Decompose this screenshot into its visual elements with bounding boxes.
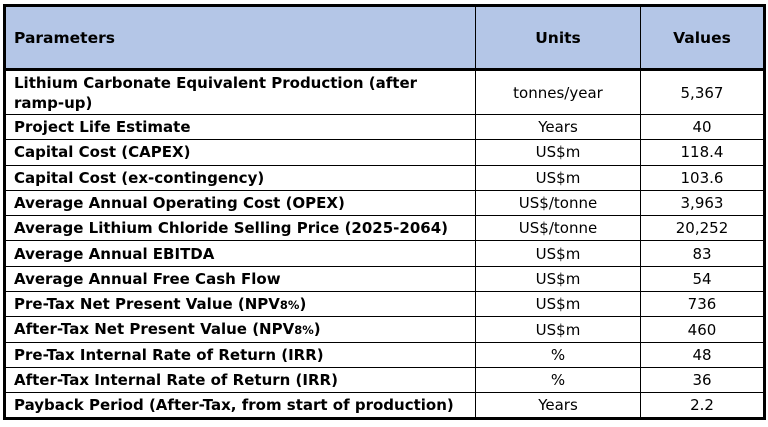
param-text: After-Tax Net Present Value (NPV bbox=[14, 320, 295, 339]
table-row: After-Tax Internal Rate of Return (IRR) … bbox=[4, 366, 765, 394]
row-units: Years bbox=[475, 392, 641, 419]
table-row: Payback Period (After-Tax, from start of… bbox=[4, 392, 765, 419]
row-units: % bbox=[475, 341, 641, 368]
row-units: US$/tonne bbox=[475, 189, 641, 217]
row-parameter: Capital Cost (ex-contingency) bbox=[4, 164, 476, 191]
row-value: 2.2 bbox=[640, 392, 765, 419]
row-parameter: After-Tax Net Present Value (NPV8%) bbox=[4, 316, 476, 343]
header-values: Values bbox=[640, 5, 765, 71]
row-parameter: Project Life Estimate bbox=[4, 113, 476, 141]
table-row: Average Annual Free Cash Flow US$m 54 bbox=[4, 265, 765, 293]
row-units: US$m bbox=[475, 240, 641, 267]
row-value: 460 bbox=[640, 316, 765, 343]
table-row: Average Annual EBITDA US$m 83 bbox=[4, 240, 765, 267]
row-parameter: Payback Period (After-Tax, from start of… bbox=[4, 392, 476, 419]
row-value: 118.4 bbox=[640, 139, 765, 166]
parameters-table: Parameters Units Values Lithium Carbonat… bbox=[3, 4, 766, 420]
row-parameter: Pre-Tax Internal Rate of Return (IRR) bbox=[4, 341, 476, 368]
row-value: 103.6 bbox=[640, 164, 765, 191]
row-value: 48 bbox=[640, 341, 765, 368]
table-row: Project Life Estimate Years 40 bbox=[4, 113, 765, 141]
row-units: US$m bbox=[475, 316, 641, 343]
row-parameter: Average Annual EBITDA bbox=[4, 240, 476, 267]
row-units: US$m bbox=[475, 265, 641, 293]
row-parameter: Average Annual Free Cash Flow bbox=[4, 265, 476, 293]
header-units: Units bbox=[475, 5, 641, 71]
table-row: After-Tax Net Present Value (NPV8%) US$m… bbox=[4, 316, 765, 343]
row-parameter: Lithium Carbonate Equivalent Production … bbox=[4, 69, 476, 115]
table-row: Capital Cost (ex-contingency) US$m 103.6 bbox=[4, 164, 765, 191]
row-value: 20,252 bbox=[640, 215, 765, 242]
row-units: % bbox=[475, 366, 641, 394]
row-units: US$m bbox=[475, 164, 641, 191]
table-header-row: Parameters Units Values bbox=[4, 5, 765, 71]
row-units: tonnes/year bbox=[475, 69, 641, 115]
parameters-table-container: Parameters Units Values Lithium Carbonat… bbox=[3, 4, 766, 420]
row-parameter: After-Tax Internal Rate of Return (IRR) bbox=[4, 366, 476, 394]
row-parameter: Capital Cost (CAPEX) bbox=[4, 139, 476, 166]
row-value: 3,963 bbox=[640, 189, 765, 217]
param-subscript: 8% bbox=[279, 297, 300, 312]
row-value: 54 bbox=[640, 265, 765, 293]
row-value: 5,367 bbox=[640, 69, 765, 115]
row-units: US$/tonne bbox=[475, 215, 641, 242]
table-row: Capital Cost (CAPEX) US$m 118.4 bbox=[4, 139, 765, 166]
param-subscript: 8% bbox=[294, 323, 314, 338]
param-text-end: ) bbox=[313, 320, 321, 339]
row-value: 36 bbox=[640, 366, 765, 394]
table-row: Lithium Carbonate Equivalent Production … bbox=[4, 69, 765, 115]
row-parameter: Pre-Tax Net Present Value (NPV8%) bbox=[4, 291, 476, 318]
row-value: 83 bbox=[640, 240, 765, 267]
row-units: Years bbox=[475, 113, 641, 141]
table-row: Average Annual Operating Cost (OPEX) US$… bbox=[4, 189, 765, 217]
table-row: Pre-Tax Net Present Value (NPV8%) US$m 7… bbox=[4, 291, 765, 318]
row-parameter: Average Lithium Chloride Selling Price (… bbox=[4, 215, 476, 242]
header-parameters: Parameters bbox=[4, 5, 476, 71]
param-text-end: ) bbox=[299, 294, 307, 313]
row-units: US$m bbox=[475, 291, 641, 318]
row-value: 736 bbox=[640, 291, 765, 318]
table-row: Pre-Tax Internal Rate of Return (IRR) % … bbox=[4, 341, 765, 368]
row-value: 40 bbox=[640, 113, 765, 141]
param-text: Pre-Tax Net Present Value (NPV bbox=[14, 294, 280, 313]
table-row: Average Lithium Chloride Selling Price (… bbox=[4, 215, 765, 242]
row-units: US$m bbox=[475, 139, 641, 166]
row-parameter: Average Annual Operating Cost (OPEX) bbox=[4, 189, 476, 217]
